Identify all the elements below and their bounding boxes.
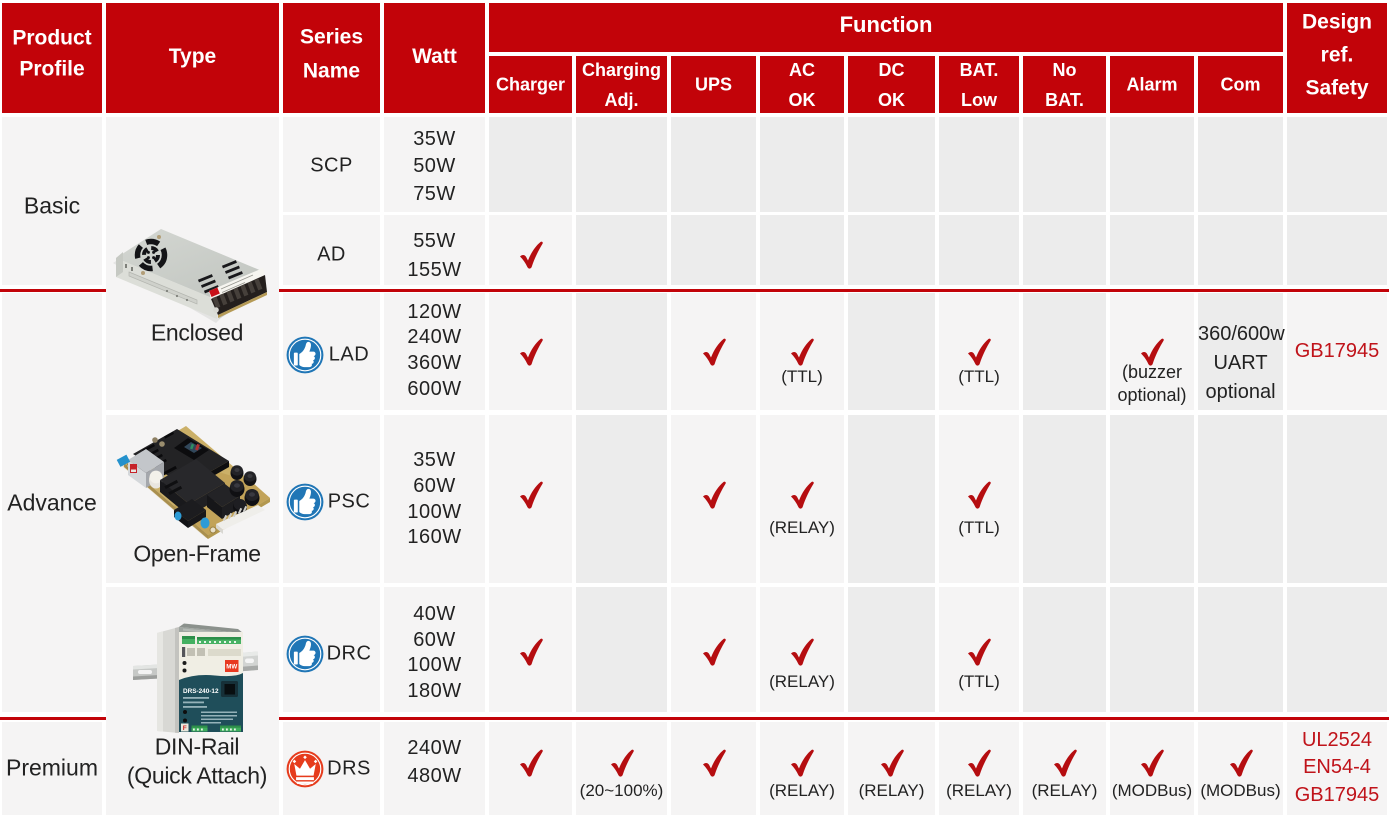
svg-text:DRS-240-12: DRS-240-12: [183, 688, 219, 695]
svg-text:MW: MW: [226, 664, 237, 671]
svg-text:F: F: [183, 725, 187, 732]
